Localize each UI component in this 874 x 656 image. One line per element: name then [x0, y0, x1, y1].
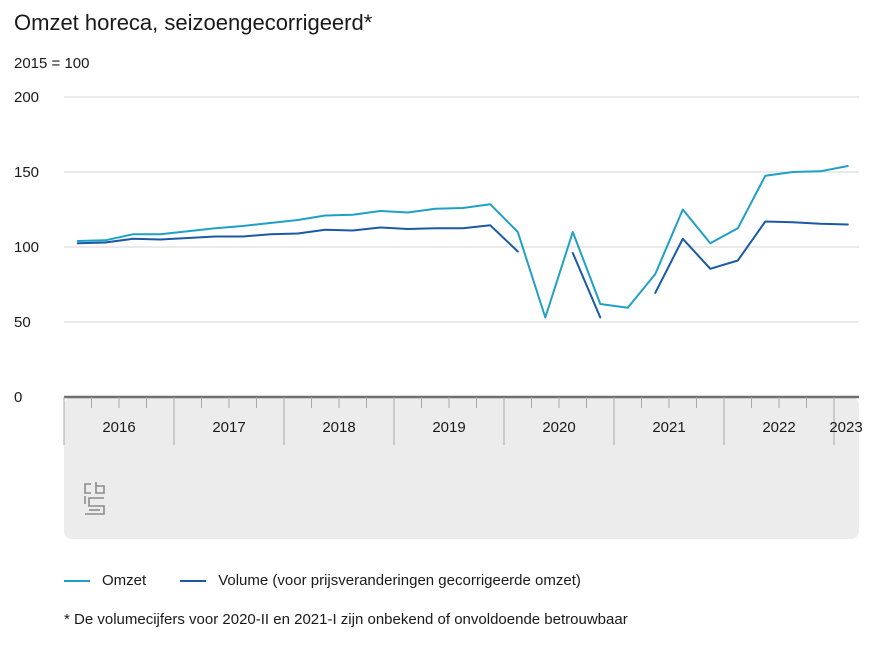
- y-tick-label: 100: [14, 239, 39, 256]
- legend: Omzet Volume (voor prijsveranderingen ge…: [64, 572, 615, 589]
- series-line-volume: [654, 220, 849, 294]
- x-axis-panel: [64, 397, 859, 539]
- x-axis-ticks: [63, 397, 835, 445]
- legend-item-volume: Volume (voor prijsveranderingen gecorrig…: [180, 572, 581, 589]
- y-tick-label: 50: [14, 314, 31, 331]
- y-tick-label: 150: [14, 164, 39, 181]
- legend-swatch-omzet: [64, 579, 90, 582]
- legend-label-omzet: Omzet: [102, 572, 147, 589]
- legend-label-volume: Volume (voor prijsveranderingen gecorrig…: [218, 572, 581, 589]
- chart-canvas: 0 50 100 150 200 2016 2017 2018 2019 2020 2021 202…: [14, 89, 863, 539]
- chart-subtitle: 2015 = 100: [14, 55, 90, 72]
- series-line-omzet: [76, 165, 849, 319]
- x-tick-label: 2021: [652, 419, 685, 436]
- x-axis-labels: 2016 2017 2018 2019 2020 2021 2022 2023: [102, 419, 862, 436]
- x-tick-label: 2017: [212, 419, 245, 436]
- y-tick-label: 0: [14, 389, 22, 406]
- x-tick-label: 2020: [542, 419, 575, 436]
- x-tick-label: 2016: [102, 419, 135, 436]
- y-axis-labels: 0 50 100 150 200: [14, 89, 39, 406]
- series-lines: [76, 165, 849, 319]
- gridlines: [64, 96, 859, 323]
- series-line-volume: [571, 252, 602, 319]
- footnote: * De volumecijfers voor 2020-II en 2021-…: [64, 611, 628, 628]
- y-tick-label: 200: [14, 89, 39, 106]
- x-tick-label: 2018: [322, 419, 355, 436]
- cbs-logo-icon: [84, 482, 105, 515]
- x-tick-label: 2022: [762, 419, 795, 436]
- legend-swatch-volume: [180, 579, 207, 582]
- legend-item-omzet: Omzet: [64, 572, 146, 589]
- series-line-volume: [76, 224, 519, 253]
- chart-title: Omzet horeca, seizoengecorrigeerd*: [14, 10, 373, 35]
- x-tick-label: 2019: [432, 419, 465, 436]
- x-tick-label: 2023: [829, 419, 862, 436]
